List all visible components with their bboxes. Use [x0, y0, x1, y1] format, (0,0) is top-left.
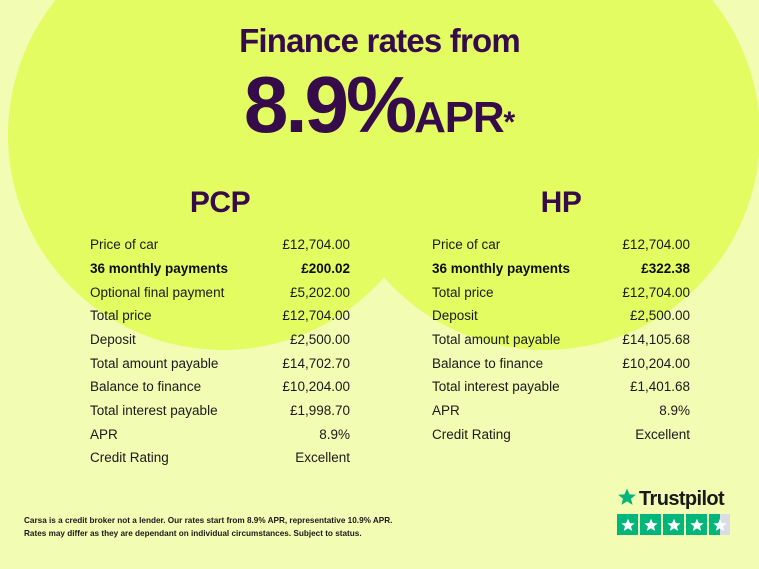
row-label: Credit Rating [90, 450, 169, 466]
row-value: £12,704.00 [282, 308, 350, 324]
row-value: 8.9% [659, 402, 690, 418]
row-label: Total amount payable [90, 355, 219, 371]
row-value: Excellent [295, 450, 350, 466]
row-label: APR [90, 426, 118, 442]
rate-asterisk: * [503, 106, 516, 139]
row-label: 36 monthly payments [432, 261, 571, 277]
row-value: £12,704.00 [282, 237, 350, 253]
plan-comparison: PCP Price of car £12,704.00 36 monthly pay… [0, 188, 759, 471]
row-value: £5,202.00 [289, 284, 350, 300]
trustpilot-full-star-icon [640, 514, 661, 535]
table-row: Price of car £12,704.00 [432, 234, 690, 258]
table-row: Total interest payable £1,998.70 [90, 400, 350, 424]
table-row: APR 8.9% [90, 423, 350, 447]
rate-table-pcp: Price of car £12,704.00 36 monthly payment… [90, 234, 350, 471]
row-label: Total interest payable [90, 402, 218, 418]
row-label: 36 monthly payments [90, 261, 229, 277]
row-value: £2,500.00 [289, 332, 350, 348]
table-row: Total interest payable £1,401.68 [432, 376, 690, 400]
disclaimer-line-1: Carsa is a credit broker not a lender. O… [24, 516, 393, 525]
trustpilot-full-star-icon [617, 514, 638, 535]
trustpilot-full-star-icon [686, 514, 707, 535]
row-label: Optional final payment [90, 284, 225, 300]
trustpilot-half-star-icon [709, 514, 730, 535]
table-row: Optional final payment £5,202.00 [90, 281, 350, 305]
table-row: Balance to finance £10,204.00 [432, 352, 690, 376]
page-title: Finance rates from [239, 22, 521, 59]
header: Finance rates from 8.9%APR* [0, 0, 759, 145]
rate-headline: 8.9%APR* [0, 65, 759, 145]
row-label: Balance to finance [432, 355, 544, 371]
row-label: Total amount payable [432, 332, 561, 348]
trustpilot-rating: Trustpilot [617, 488, 737, 535]
table-row: Credit Rating Excellent [90, 447, 350, 471]
row-label: Total price [432, 284, 494, 300]
row-label: Price of car [432, 237, 501, 253]
table-row: APR 8.9% [432, 400, 690, 424]
row-value: £1,401.68 [629, 379, 690, 395]
rate-value: 8.9% [243, 60, 417, 149]
table-row: Total amount payable £14,105.68 [432, 329, 690, 353]
row-value: £2,500.00 [629, 308, 690, 324]
table-row: 36 monthly payments £322.38 [432, 258, 690, 282]
row-value: £14,702.70 [282, 355, 350, 371]
row-value: £14,105.68 [622, 332, 690, 348]
table-row: Credit Rating Excellent [432, 423, 690, 447]
row-value: £10,204.00 [282, 379, 350, 395]
plan-column-hp: HP Price of car £12,704.00 36 monthly paym… [380, 188, 759, 471]
row-value: 8.9% [319, 426, 350, 442]
plan-column-pcp: PCP Price of car £12,704.00 36 monthly pay… [0, 188, 380, 471]
row-label: APR [432, 402, 460, 418]
plan-title-hp: HP [540, 186, 582, 219]
background-circle-right [330, 0, 759, 350]
table-row: Total price £12,704.00 [90, 305, 350, 329]
rate-unit: APR [414, 93, 505, 142]
row-label: Balance to finance [90, 379, 202, 395]
row-label: Credit Rating [432, 426, 511, 442]
table-row: Deposit £2,500.00 [90, 329, 350, 353]
row-label: Deposit [432, 308, 478, 324]
table-row: Deposit £2,500.00 [432, 305, 690, 329]
row-label: Total price [90, 308, 152, 324]
row-label: Price of car [90, 237, 159, 253]
row-value: £12,704.00 [622, 284, 690, 300]
plan-title-pcp: PCP [189, 186, 251, 219]
row-label: Deposit [90, 332, 136, 348]
trustpilot-stars [617, 514, 737, 535]
row-value: £10,204.00 [622, 355, 690, 371]
row-value: £322.38 [641, 261, 690, 277]
row-label: Total interest payable [432, 379, 560, 395]
table-row: Total price £12,704.00 [432, 281, 690, 305]
table-row: Balance to finance £10,204.00 [90, 376, 350, 400]
trustpilot-wordmark: Trustpilot [617, 488, 737, 510]
disclaimer-text: Carsa is a credit broker not a lender. O… [24, 515, 444, 540]
table-row: Price of car £12,704.00 [90, 234, 350, 258]
trustpilot-full-star-icon [663, 514, 684, 535]
disclaimer-line-2: Rates may differ as they are dependant o… [24, 528, 362, 538]
row-value: £200.02 [301, 261, 350, 277]
row-value: Excellent [635, 426, 690, 442]
trustpilot-star-icon [617, 487, 637, 512]
table-row: 36 monthly payments £200.02 [90, 258, 350, 282]
row-value: £12,704.00 [622, 237, 690, 253]
rate-table-hp: Price of car £12,704.00 36 monthly payment… [432, 234, 690, 447]
table-row: Total amount payable £14,702.70 [90, 352, 350, 376]
trustpilot-name: Trustpilot [639, 488, 725, 510]
row-value: £1,998.70 [289, 402, 350, 418]
